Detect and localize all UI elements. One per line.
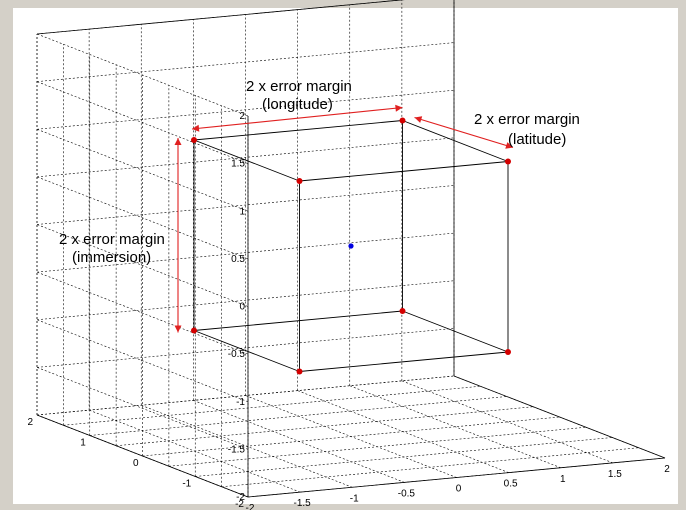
x-tick-label: 1.5 <box>608 469 622 480</box>
y-tick-label: -1 <box>182 479 191 490</box>
axis-edge <box>453 375 666 459</box>
z-tick-label: 0.5 <box>231 254 245 265</box>
grid-line <box>36 375 455 416</box>
grid-line <box>36 280 455 321</box>
data-points <box>191 117 511 375</box>
box-edge <box>402 120 509 162</box>
grid-line <box>349 385 561 469</box>
corner-point <box>505 158 511 165</box>
annotation-arrows <box>174 104 514 333</box>
axes-frame <box>36 0 666 498</box>
center-point <box>348 243 354 249</box>
annotation-immersion-line1: 2 x error margin <box>59 231 165 248</box>
annotation-longitude-line1: 2 x error margin <box>246 78 352 95</box>
x-tick-label: 0.5 <box>504 479 518 490</box>
arrow-head <box>414 116 423 123</box>
grid-line <box>36 328 455 368</box>
z-tick-label: -1.5 <box>228 444 246 455</box>
x-tick-label: -2 <box>246 503 255 510</box>
annotation-longitude-line2: (longitude) <box>262 96 333 113</box>
box-edge <box>193 120 403 141</box>
box-edge <box>402 310 509 353</box>
arrow-immersion <box>174 138 182 333</box>
arrow-head <box>505 142 513 149</box>
grid-line <box>401 380 613 464</box>
corner-point <box>191 137 197 143</box>
y-tick-label: 1 <box>80 438 86 449</box>
grid-line <box>142 416 560 457</box>
annotations: 2 x error margin (longitude) 2 x error m… <box>59 78 580 266</box>
y-tick-label: -2 <box>235 499 244 510</box>
tick-labels: -2 -1.5 -1 -0.5 0 0.5 1 1.5 2 -2 -1.5 -1 -0.5 0 0.5 1 1.… <box>27 111 670 510</box>
z-tick-label: -0.5 <box>228 349 246 360</box>
grid-line <box>36 367 249 450</box>
arrow-shaft <box>191 106 403 130</box>
x-tick-label: -1 <box>350 493 359 504</box>
annotation-latitude-line1: 2 x error margin <box>474 111 580 128</box>
plot-background <box>13 8 678 504</box>
corner-point <box>505 349 511 355</box>
axis-edge <box>36 0 405 35</box>
arrow-head <box>395 104 403 112</box>
z-tick-label: -2 <box>236 492 245 503</box>
x-tick-label: 0 <box>456 484 462 495</box>
grid-line <box>36 271 249 355</box>
grid-line <box>168 426 586 467</box>
z-tick-label: 1.5 <box>231 159 245 170</box>
error-box <box>193 120 509 372</box>
box-edge <box>299 161 509 182</box>
y-tick-label: 2 <box>27 417 33 428</box>
box-edge <box>193 330 300 372</box>
grid-line <box>116 406 534 447</box>
z-tick-label: 2 <box>239 111 245 122</box>
grid-line <box>63 385 481 426</box>
grid-line <box>36 185 455 225</box>
y-tick-label: 0 <box>133 458 139 469</box>
x-tick-label: 1 <box>560 474 566 485</box>
arrow-shaft <box>414 116 514 149</box>
z-tick-label: -1 <box>236 397 245 408</box>
grid-line <box>195 437 613 477</box>
arrow-longitude <box>191 104 403 132</box>
arrow-head <box>174 138 182 145</box>
arrow-head <box>192 124 200 132</box>
annotation-immersion-line2: (immersion) <box>72 249 151 266</box>
grid-line <box>36 137 455 178</box>
corner-point <box>399 117 406 124</box>
corner-point <box>296 178 303 184</box>
corner-point <box>399 308 406 314</box>
x-tick-label: 2 <box>664 464 670 475</box>
box-edge <box>193 139 300 182</box>
grid-line <box>89 396 507 436</box>
corner-point <box>191 327 197 334</box>
corner-point <box>296 368 303 375</box>
z-tick-label: 1 <box>239 206 245 217</box>
x-axis-line <box>247 457 666 498</box>
grid-line <box>221 447 639 488</box>
grid-line <box>36 232 455 273</box>
box-edge <box>193 310 403 331</box>
x-tick-label: -1.5 <box>294 498 312 509</box>
y-axis-line <box>36 414 249 498</box>
grid-line <box>36 224 249 307</box>
z-tick-label: 0 <box>239 302 245 313</box>
annotation-latitude-line2: (latitude) <box>508 131 566 148</box>
grid-line <box>36 176 249 260</box>
box-edge <box>299 351 509 372</box>
arrow-latitude <box>414 116 514 149</box>
grid-line <box>36 319 249 403</box>
x-tick-label: -0.5 <box>398 488 416 499</box>
arrow-head <box>174 325 182 333</box>
